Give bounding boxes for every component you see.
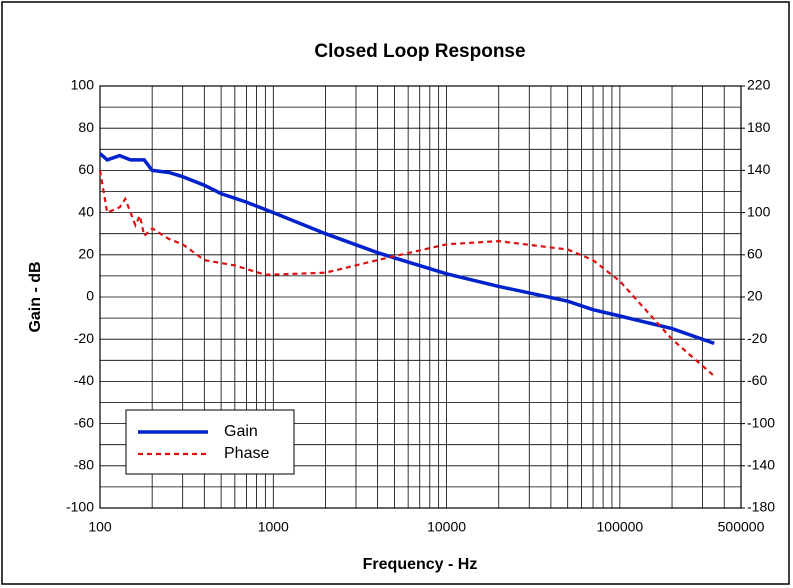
y-axis-label: Gain - dB [27,261,44,332]
series-line [98,152,715,346]
y-tick-label: -100 [66,499,94,515]
y-tick-label: -40 [74,372,94,388]
y-tick-label: 100 [71,77,95,93]
y-tick-label: 0 [86,288,94,304]
y-tick-label: 20 [78,246,94,262]
y2-tick-label: -100 [747,414,775,430]
y2-tick-label: -180 [747,499,775,515]
series-line [98,170,715,377]
y2-tick-label: 180 [747,119,771,135]
x-tick-label: 100 [88,519,112,535]
y-tick-label: -80 [74,457,94,473]
y-tick-label: -60 [74,414,94,430]
y2-tick-label: 100 [747,203,771,219]
x-tick-label: 1000 [258,519,289,535]
chart-title: Closed Loop Response [314,41,525,62]
x-tick-label: 10000 [427,519,466,535]
y2-tick-label: -140 [747,457,775,473]
y2-tick-label: -20 [747,330,767,346]
plot-border [99,85,742,509]
x-tick-label: 500000 [718,519,765,535]
legend-label: Phase [224,445,269,462]
y-tick-label: 60 [78,161,94,177]
legend-label: Gain [224,423,258,440]
x-axis-label: Frequency - Hz [363,556,478,573]
y2-tick-label: 60 [747,246,763,262]
y-tick-label: -20 [74,330,94,346]
y2-tick-label: 140 [747,161,771,177]
y-tick-label: 80 [78,119,94,135]
legend-box [125,409,295,475]
x-tick-label: 100000 [597,519,644,535]
y2-tick-label: 20 [747,288,763,304]
y2-tick-label: 220 [747,77,771,93]
y2-tick-label: -60 [747,372,767,388]
y-tick-label: 40 [78,203,94,219]
